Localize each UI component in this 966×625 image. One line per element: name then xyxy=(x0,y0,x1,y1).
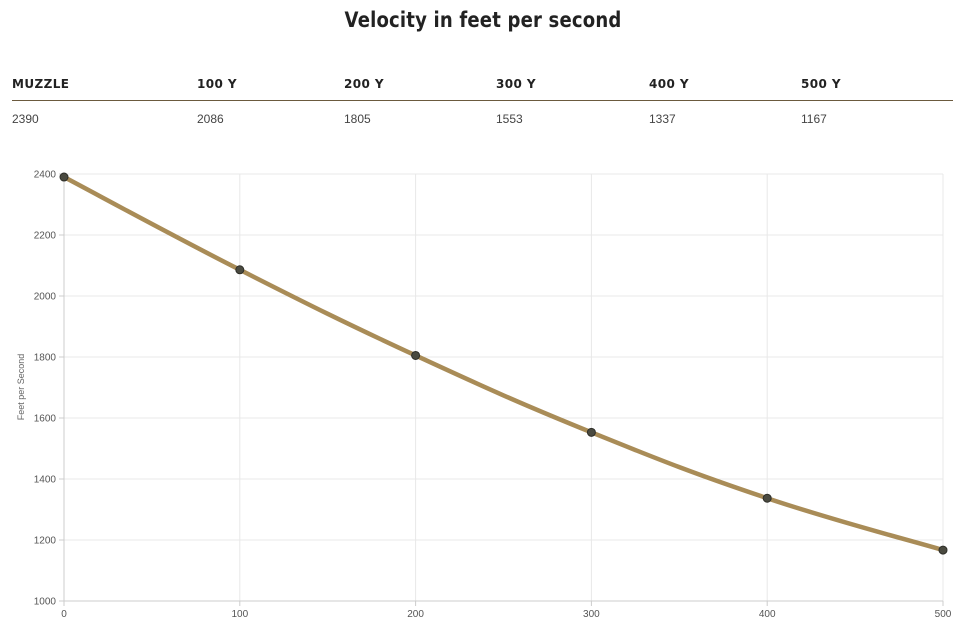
header-100y: 100 Y xyxy=(197,77,237,91)
value-400y: 1337 xyxy=(649,112,676,126)
y-tick-label-4: 1800 xyxy=(34,353,57,364)
series xyxy=(61,174,946,553)
y-tick-label-7: 2400 xyxy=(34,170,57,181)
y-tick-label-2: 1400 xyxy=(34,475,57,486)
y-tick-label-6: 2200 xyxy=(34,231,57,242)
header-200y: 200 Y xyxy=(344,77,384,91)
value-200y: 1805 xyxy=(344,112,371,126)
y-tick-label-0: 1000 xyxy=(34,597,57,608)
tick-labels: 1000 1200 1400 1600 1800 2000 2200 2400 0 100 200 3… xyxy=(34,170,952,621)
data-point-0 xyxy=(59,172,69,182)
value-100y: 2086 xyxy=(197,112,224,126)
velocity-line-chart: 1000 1200 1400 1600 1800 2000 2200 2400 0 100 200 3… xyxy=(16,170,952,621)
table-header-row: MUZZLE 100 Y 200 Y 300 Y 400 Y 500 Y xyxy=(12,66,953,101)
table-row: 2390 2086 1805 1553 1337 1167 xyxy=(12,101,953,135)
x-tick-label-2: 200 xyxy=(407,609,424,620)
header-500y: 500 Y xyxy=(801,77,841,91)
value-muzzle: 2390 xyxy=(12,112,39,126)
data-point-3 xyxy=(586,427,596,437)
x-tick-label-4: 400 xyxy=(759,609,776,620)
value-300y: 1553 xyxy=(496,112,523,126)
x-tick-label-5: 500 xyxy=(935,609,952,620)
header-300y: 300 Y xyxy=(496,77,536,91)
data-point-5 xyxy=(938,545,948,555)
axes xyxy=(59,173,944,606)
series-line-0 xyxy=(61,174,946,553)
y-axis-label: Feet per Second xyxy=(16,354,26,421)
velocity-table: MUZZLE 100 Y 200 Y 300 Y 400 Y 500 Y 239… xyxy=(12,66,953,135)
chart-title: Velocity in feet per second xyxy=(344,8,622,32)
x-tick-label-3: 300 xyxy=(583,609,600,620)
x-tick-label-0: 0 xyxy=(61,609,67,620)
y-tick-label-3: 1600 xyxy=(34,414,57,425)
data-point-4 xyxy=(762,493,772,503)
y-tick-label-5: 2000 xyxy=(34,292,57,303)
x-tick-label-1: 100 xyxy=(231,609,248,620)
y-tick-label-1: 1200 xyxy=(34,536,57,547)
data-point-2 xyxy=(411,350,421,360)
data-point-1 xyxy=(235,265,245,275)
data-points xyxy=(59,172,948,555)
header-muzzle: MUZZLE xyxy=(12,77,70,91)
header-400y: 400 Y xyxy=(649,77,689,91)
grid xyxy=(63,173,944,602)
value-500y: 1167 xyxy=(801,112,827,126)
